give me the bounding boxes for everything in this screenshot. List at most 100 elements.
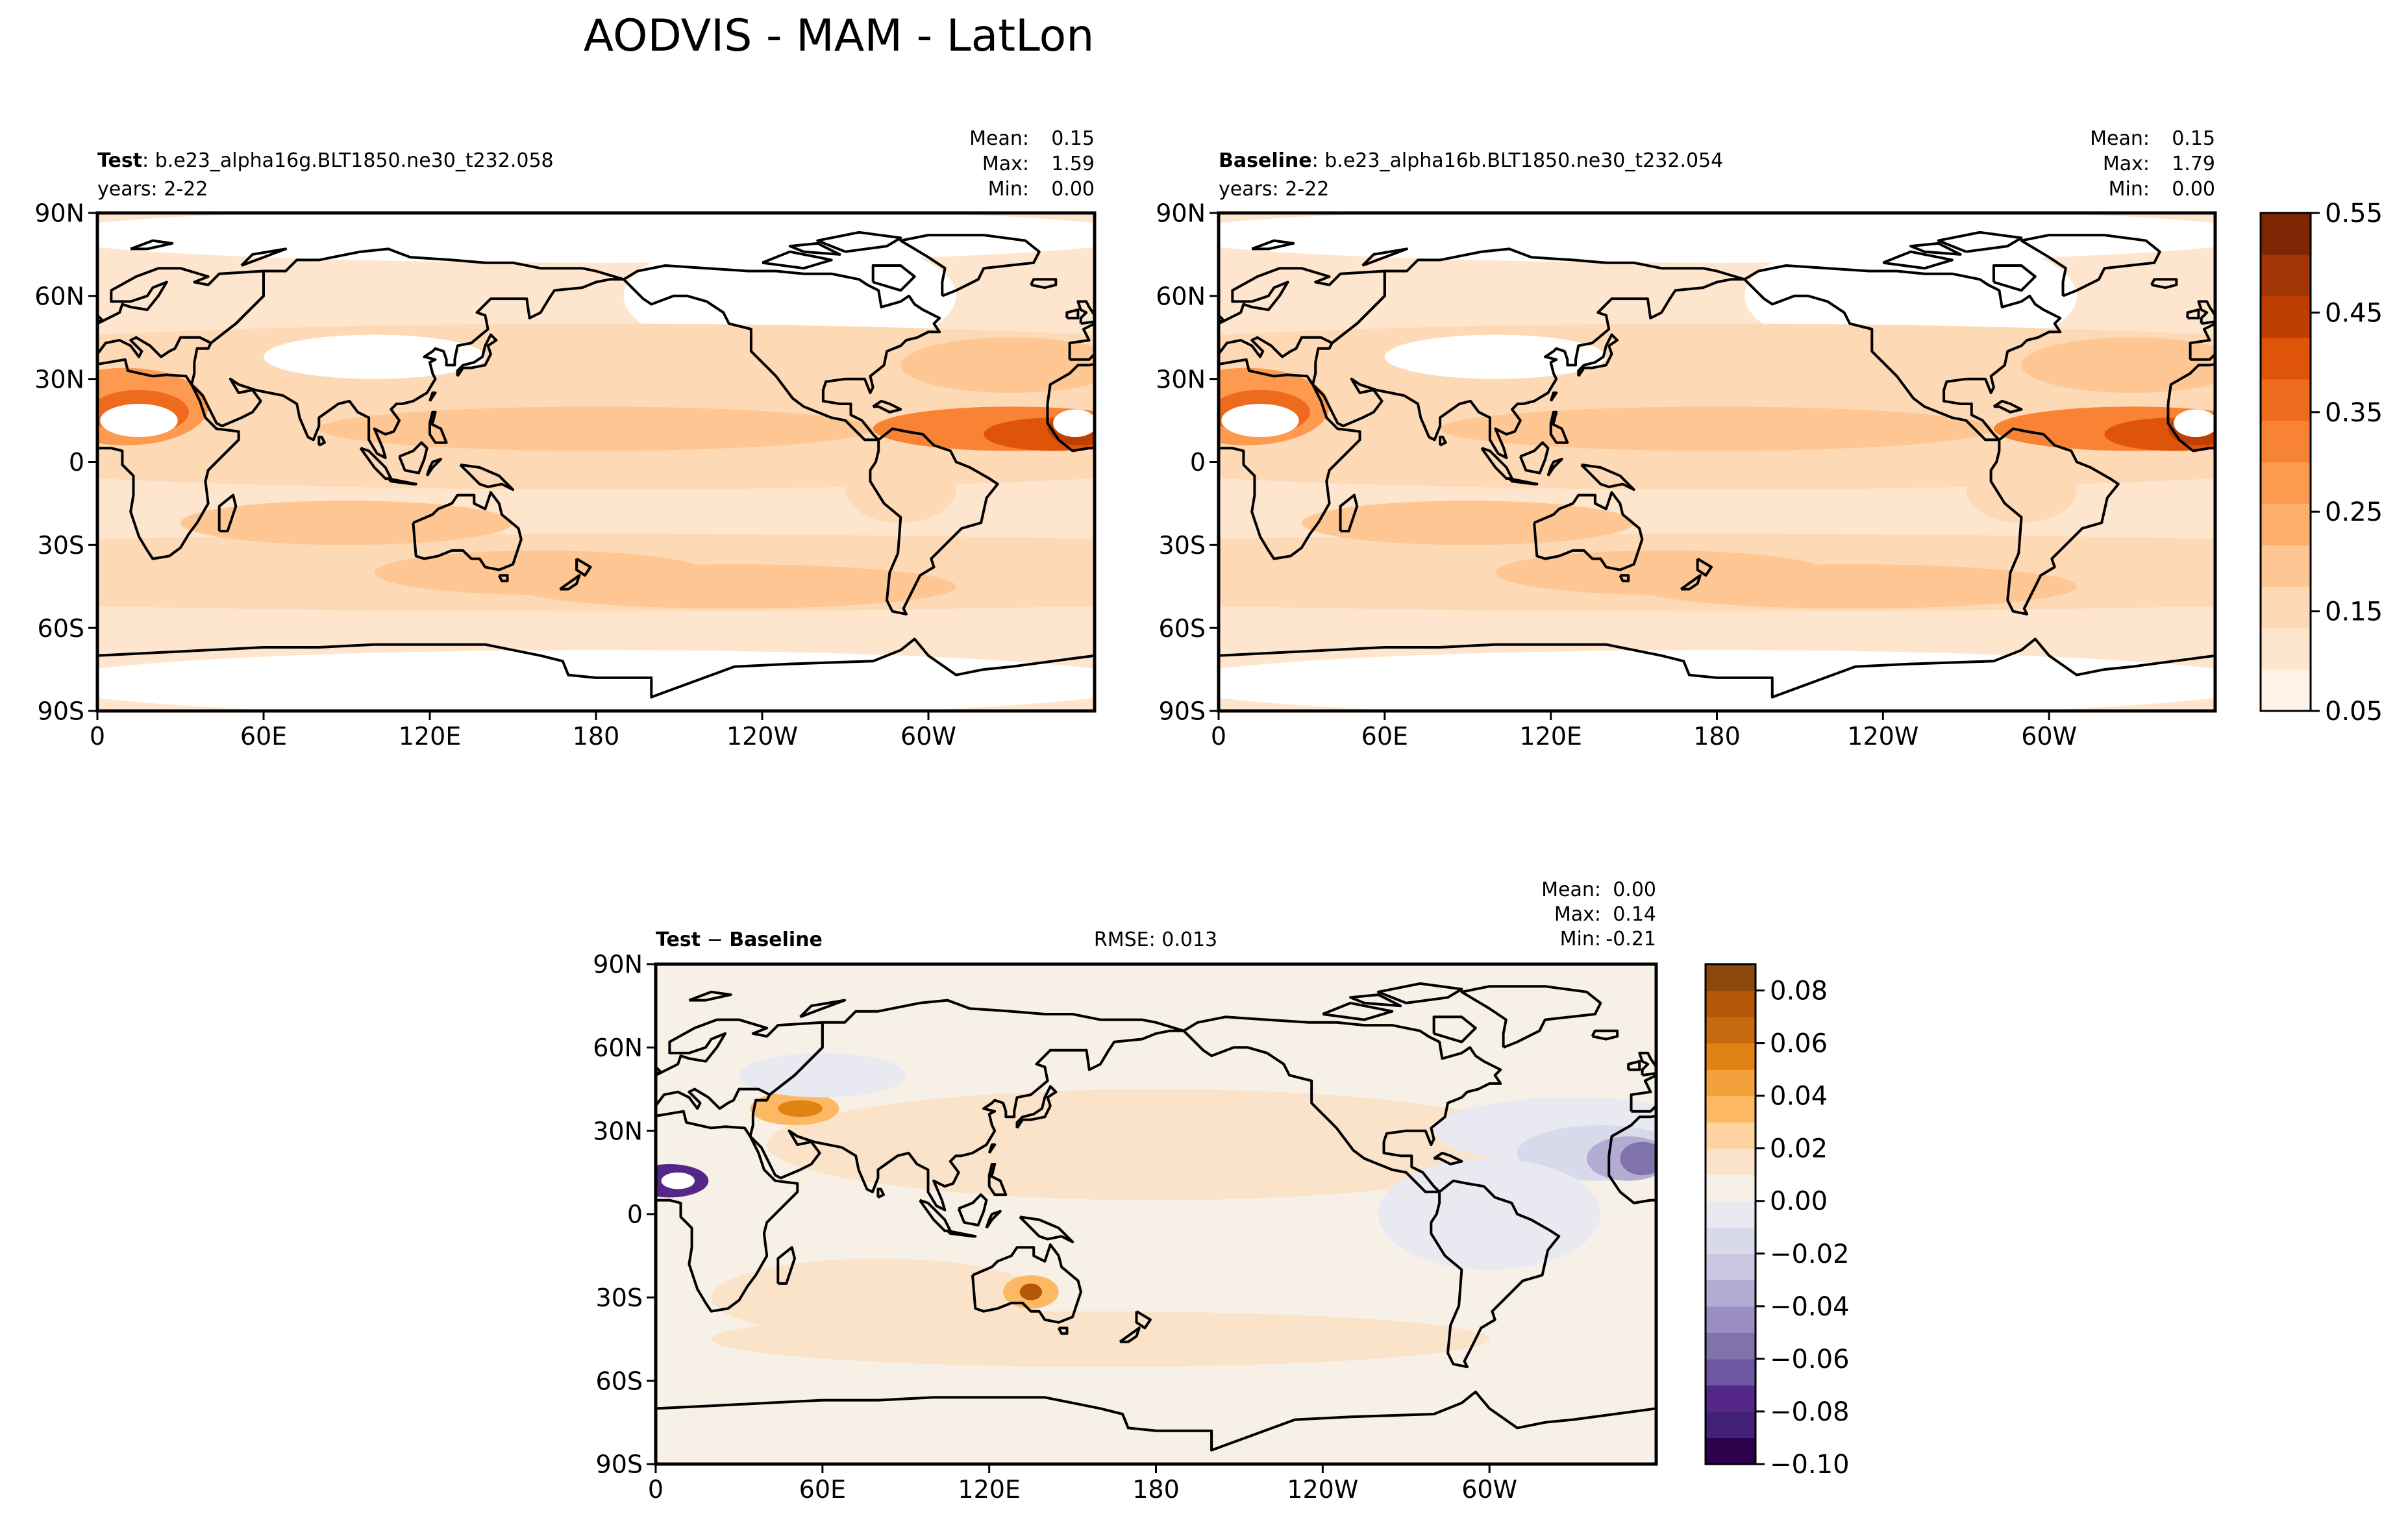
coastline-canarch2: [1909, 242, 1962, 256]
coastline-australia: [971, 1243, 1082, 1324]
coastline-europe: [656, 1018, 824, 1110]
diff-lon-tick-label: 120E: [958, 1475, 1021, 1504]
main-colorbar: 0.55 0.45 0.35 0.25 0.15 0.05: [2259, 199, 2383, 727]
coastline-caribbean: [872, 399, 902, 414]
baseline-lon-tick-label: 60E: [1361, 722, 1408, 751]
diff-colorbar-swatch: [1706, 1411, 1756, 1439]
diff-colorbar-tick-label: −0.06: [1770, 1345, 1850, 1374]
baseline-field-contour: [1221, 404, 1299, 438]
test-lat-tick-label: 90S: [38, 697, 84, 726]
test-field-contour: [900, 337, 1095, 393]
diff-colorbar-tick-label: 0.08: [1770, 976, 1828, 1006]
test-field-contour: [97, 650, 1095, 711]
main-colorbar-swatch: [2261, 503, 2311, 545]
diff-map-field: [656, 964, 1656, 1464]
coastline-northamerica: [1182, 1015, 1502, 1193]
diff-colorbar-swatch: [1706, 1095, 1756, 1123]
diff-min-value: -0.21: [1606, 928, 1656, 951]
coastline-australia: [412, 491, 523, 571]
coastline-madagascar: [1339, 493, 1359, 532]
coastline-taiwan: [428, 392, 437, 402]
coastline-britain: [2197, 300, 2215, 325]
test-lat-tick-label: 90N: [34, 199, 84, 228]
baseline-field-contour: [1633, 564, 2077, 609]
coastline-novaya: [1361, 247, 1408, 267]
diff-colorbar-swatch: [1706, 990, 1756, 1017]
coastline-australia: [1533, 491, 1644, 571]
baseline-field-contour: [1440, 406, 1994, 451]
coastline-southamerica: [869, 427, 999, 615]
coastline-canarch1: [1882, 250, 1954, 270]
main-colorbar-tick-label: 0.45: [2325, 298, 2383, 328]
diff-colorbar-tick-label: −0.04: [1770, 1292, 1850, 1322]
coastline-greenland: [899, 234, 1041, 297]
main-colorbar-frame: [2259, 212, 2312, 712]
baseline-lat-tick-label: 0: [1190, 448, 1206, 477]
coastline-britain: [1638, 1051, 1656, 1077]
diff-lon-tick-label: 60W: [1461, 1475, 1517, 1504]
diff-colorbar-tick-label: 0.04: [1770, 1082, 1828, 1112]
main-colorbar-swatch: [2261, 628, 2311, 670]
diff-colorbar-swatch: [1706, 964, 1756, 991]
test-case-name: b.e23_alpha16g.BLT1850.ne30_t232.058: [155, 149, 554, 172]
test-label: Test: b.e23_alpha16g.BLT1850.ne30_t232.0…: [97, 149, 554, 172]
coastline-southamerica: [1989, 427, 2120, 615]
test-lat-tick-label: 60N: [34, 282, 84, 311]
diff-label-baseline: Baseline: [729, 928, 823, 951]
diff-lon-tick-label: 0: [648, 1475, 664, 1504]
coastline-africa: [1219, 358, 1361, 560]
test-min-value: 0.00: [1051, 178, 1095, 201]
coastline-asia: [749, 999, 1185, 1212]
baseline-lat-tick-label: 90N: [1156, 199, 1206, 228]
test-field-contour: [264, 334, 486, 379]
baseline-panel: Baseline: b.e23_alpha16b.BLT1850.ne30_t2…: [1156, 127, 2217, 751]
diff-colorbar-swatch: [1706, 1227, 1756, 1254]
coastline-svalbard: [130, 239, 174, 251]
main-colorbar-swatch: [2261, 254, 2311, 297]
diff-colorbar-swatch: [1706, 1122, 1756, 1149]
coastline-antarctica: [1219, 638, 2215, 699]
test-years: years: 2-22: [97, 178, 208, 201]
coastline-novaya: [240, 247, 288, 267]
coastline-taiwan: [1549, 392, 1558, 402]
diff-colorbar-swatch: [1706, 1280, 1756, 1307]
coastline-iceland: [1030, 278, 1058, 290]
main-colorbar-tick-label: 0.25: [2325, 497, 2383, 527]
coastline-srilanka: [1439, 436, 1447, 447]
diff-colorbar-frame: [1704, 963, 1757, 1465]
test-lat-tick-label: 30S: [38, 531, 84, 560]
baseline-field-contour: [1301, 501, 1634, 545]
diff-field-contour: [1019, 1283, 1042, 1300]
diff-max-value: 0.14: [1613, 903, 1656, 926]
coastline-newguinea: [459, 463, 514, 491]
coastline-japan: [456, 333, 498, 377]
diff-label-test: Test: [656, 928, 701, 951]
coastline-britain: [656, 1064, 663, 1075]
coastline-canarch2: [1349, 993, 1402, 1008]
coastline-baffin: [1432, 1015, 1477, 1043]
coastline-svalbard: [1251, 239, 1295, 251]
diff-field-contour: [767, 1089, 1545, 1200]
figure-title: AODVIS - MAM - LatLon: [584, 10, 1095, 62]
baseline-lon-tick-label: 0: [1211, 722, 1226, 751]
baseline-field-contour: [2021, 337, 2215, 393]
diff-lat-tick-label: 0: [627, 1200, 643, 1229]
coastline-nzn: [575, 557, 592, 577]
coastline-nzs: [559, 574, 581, 591]
coastline-iceland: [1591, 1029, 1619, 1041]
diff-colorbar-swatch: [1706, 1306, 1756, 1333]
test-mean-label: Mean:: [969, 127, 1029, 150]
coastline-baffin: [871, 264, 916, 292]
coastline-africa: [656, 1110, 799, 1313]
diff-lat-tick-label: 90S: [596, 1450, 643, 1479]
coastline-borneo: [957, 1193, 988, 1227]
coastline-britain: [1219, 313, 1226, 323]
diff-field-contour: [661, 1172, 695, 1189]
main-colorbar-swatch: [2261, 337, 2311, 380]
coastline-northamerica: [1743, 264, 2062, 441]
test-field-contour: [513, 564, 956, 609]
diff-field-contour: [778, 1100, 823, 1117]
test-field-contour: [180, 501, 513, 545]
coastline-nzn: [1135, 1310, 1152, 1330]
